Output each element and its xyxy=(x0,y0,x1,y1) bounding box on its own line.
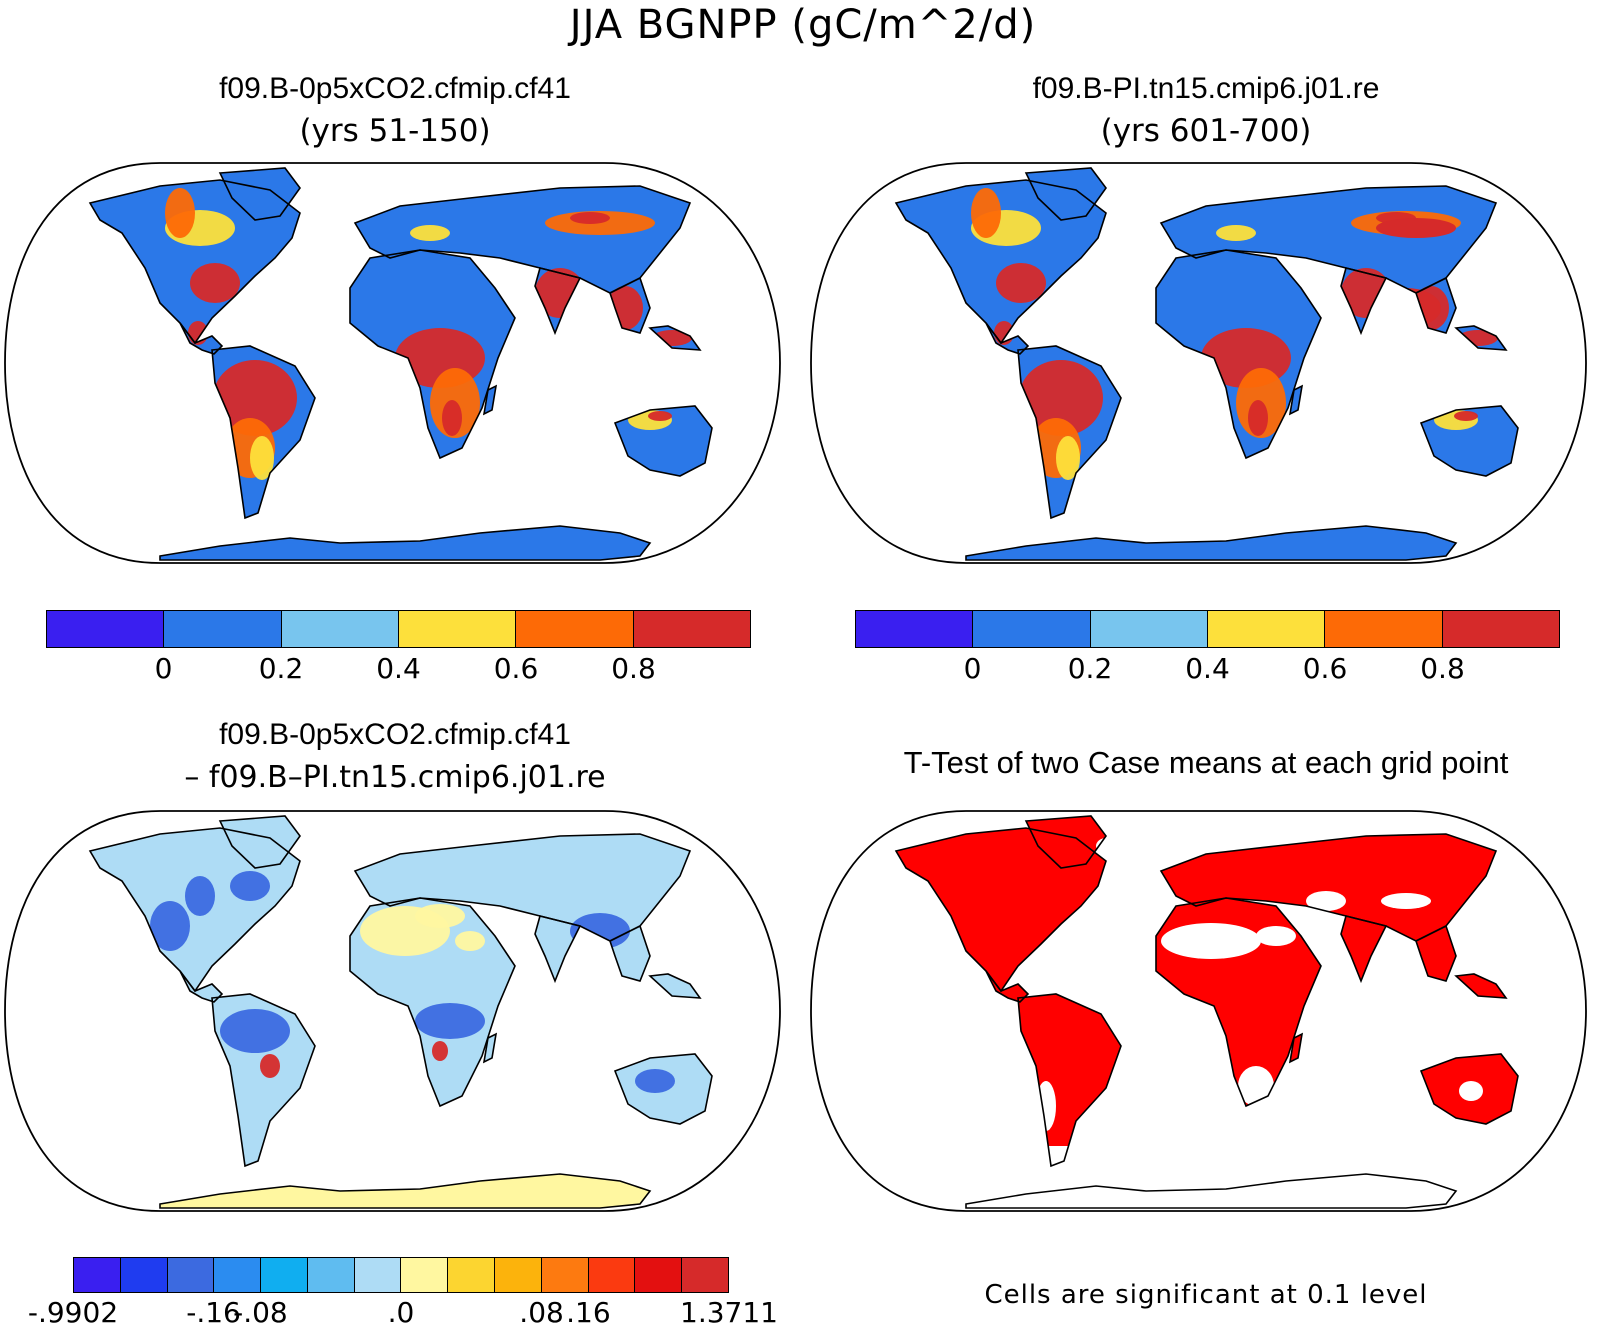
panel-2-title: f09.B-PI.tn15.cmip6.j01.re xyxy=(1032,72,1380,105)
coastlines xyxy=(894,167,1519,561)
panel-3-subtitle: – f09.B–PI.tn15.cmip6.j01.re xyxy=(184,760,606,795)
colorbar-tick-label: .08 xyxy=(519,1296,564,1329)
map-1-layers xyxy=(4,162,781,564)
colorbar-swatch xyxy=(633,611,750,647)
colorbar-tick-label: 0.8 xyxy=(611,652,656,685)
colorbar-panel-2 xyxy=(855,610,1560,648)
colorbar-swatch xyxy=(973,611,1091,647)
colorbar-panel-3 xyxy=(73,1257,729,1293)
colorbar-swatch xyxy=(682,1258,728,1292)
colorbar-tick-label: 0.2 xyxy=(258,652,304,685)
colorbar-swatch xyxy=(164,611,282,647)
panel-1-subtitle: (yrs 51-150) xyxy=(299,113,491,149)
figure-title: JJA BGNPP (gC/m^2/d) xyxy=(569,2,1037,48)
colorbar-swatch xyxy=(398,611,517,647)
map-border xyxy=(4,162,781,564)
colorbar-tick-label: .16 xyxy=(566,1296,611,1329)
colorbar-swatch xyxy=(354,1258,402,1292)
colorbar-panel-1-labels: 0 0.2 0.4 0.6 0.8 xyxy=(46,652,751,692)
colorbar-swatch xyxy=(214,1258,262,1292)
map-border xyxy=(810,810,1587,1212)
colorbar-tick-label: -.16 xyxy=(186,1296,241,1329)
ttest-note: Cells are significant at 0.1 level xyxy=(984,1280,1428,1310)
panel-2-subtitle: (yrs 601-700) xyxy=(1100,113,1312,149)
colorbar-panel-2-labels: 0 0.2 0.4 0.6 0.8 xyxy=(855,652,1560,692)
map-4-layers xyxy=(810,810,1587,1212)
map-panel-3 xyxy=(0,806,800,1216)
map-border xyxy=(4,810,781,1212)
colorbar-swatch xyxy=(1325,611,1443,647)
colorbar-swatch xyxy=(541,1258,589,1292)
map-3-svg xyxy=(4,810,781,1212)
colorbar-tick-label: 0.6 xyxy=(1302,652,1348,685)
colorbar-swatch xyxy=(588,1258,636,1292)
colorbar-tick-label: 0.8 xyxy=(1420,652,1465,685)
coastlines xyxy=(88,815,713,1209)
map-2-layers xyxy=(810,162,1587,564)
colorbar-swatch xyxy=(401,1258,449,1292)
colorbar-tick-label: -.9902 xyxy=(27,1296,119,1329)
coastlines xyxy=(894,815,1519,1209)
colorbar-swatch xyxy=(47,611,165,647)
colorbar-swatch xyxy=(1207,611,1326,647)
colorbar-tick-label: .0 xyxy=(387,1296,415,1329)
colorbar-swatch xyxy=(281,611,399,647)
panel-3-title: f09.B-0p5xCO2.cfmip.cf41 xyxy=(219,718,571,751)
colorbar-tick-label: 0 xyxy=(154,652,173,685)
colorbar-tick-label: 0.6 xyxy=(493,652,539,685)
colorbar-tick-label: 1.3711 xyxy=(680,1296,778,1329)
colorbar-swatch xyxy=(856,611,974,647)
map-panel-1 xyxy=(0,158,800,568)
colorbar-tick-label: 0 xyxy=(963,652,982,685)
colorbar-swatch xyxy=(495,1258,542,1292)
colorbar-swatch xyxy=(635,1258,683,1292)
colorbar-tick-label: 0.2 xyxy=(1067,652,1113,685)
colorbar-swatch xyxy=(516,611,634,647)
colorbar-panel-3-labels: -.9902 -.16 -.08 .0 .08.16 1.3711 xyxy=(28,1296,778,1329)
panel-1-title: f09.B-0p5xCO2.cfmip.cf41 xyxy=(219,72,571,105)
map-panel-4 xyxy=(806,806,1606,1216)
colorbar-swatch xyxy=(120,1258,168,1292)
colorbar-swatch xyxy=(1090,611,1208,647)
map-1-svg xyxy=(4,162,781,564)
map-panel-2 xyxy=(806,158,1606,568)
colorbar-swatch xyxy=(448,1258,496,1292)
colorbar-tick-label: 0.4 xyxy=(1185,652,1230,685)
map-border xyxy=(810,162,1587,564)
coastlines xyxy=(88,167,713,561)
map-3-layers xyxy=(4,810,781,1212)
colorbar-swatch xyxy=(307,1258,355,1292)
map-4-svg xyxy=(810,810,1587,1212)
map-2-svg xyxy=(810,162,1587,564)
colorbar-tick-label: 0.4 xyxy=(376,652,421,685)
colorbar-tick-label: -.08 xyxy=(233,1296,288,1329)
colorbar-panel-1 xyxy=(46,610,751,648)
colorbar-swatch xyxy=(261,1258,308,1292)
colorbar-swatch xyxy=(74,1258,121,1292)
colorbar-swatch xyxy=(167,1258,215,1292)
panel-4-title: T-Test of two Case means at each grid po… xyxy=(903,745,1509,780)
colorbar-swatch xyxy=(1442,611,1559,647)
